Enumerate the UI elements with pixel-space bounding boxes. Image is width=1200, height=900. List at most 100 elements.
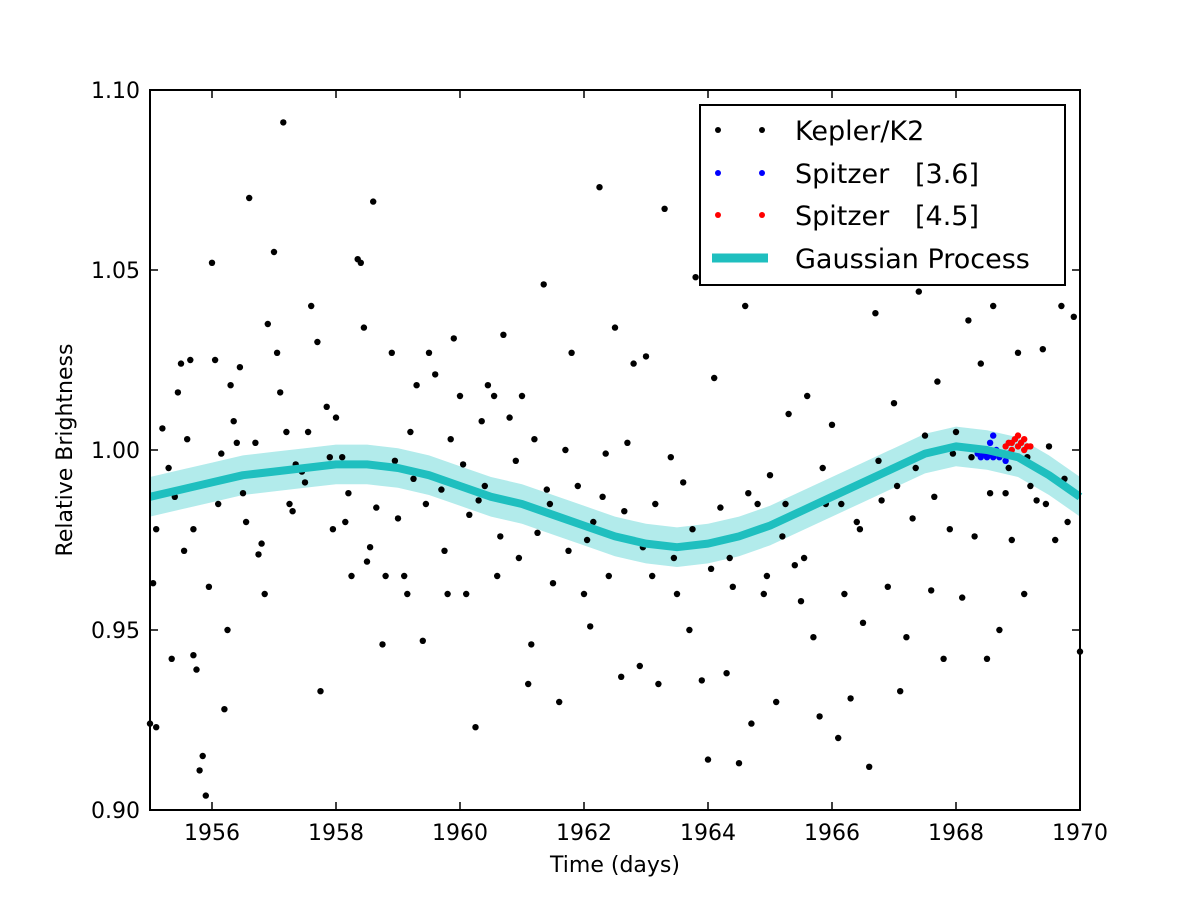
y-tick-label: 0.90 [91, 799, 140, 824]
kepler-point [165, 464, 172, 472]
kepler-point [202, 792, 209, 799]
kepler-point [670, 554, 678, 562]
kepler-point [1027, 482, 1034, 490]
gp-line-layer [149, 442, 1083, 552]
legend-marker-kepler-a [715, 127, 721, 133]
kepler-point [528, 641, 535, 648]
kepler-point [841, 590, 848, 598]
kepler-point [748, 720, 755, 727]
kepler-point [618, 673, 625, 680]
kepler-point [444, 590, 451, 598]
kepler-point [401, 572, 408, 580]
y-tick-label: 1.10 [91, 79, 140, 104]
kepler-point [965, 317, 972, 324]
x-axis-label: Time (days) [549, 853, 680, 878]
gp-band-layer [150, 426, 1080, 567]
kepler-point [394, 515, 402, 522]
kepler-point [481, 482, 488, 490]
kepler-point [438, 486, 445, 493]
kepler-point [410, 475, 417, 482]
x-tick-label: 1966 [804, 821, 860, 846]
kepler-point [859, 619, 867, 626]
kepler-point [450, 335, 457, 342]
kepler-point [531, 436, 538, 443]
kepler-point [800, 554, 808, 562]
kepler-point [878, 497, 885, 504]
kepler-point [590, 518, 597, 526]
kepler-point [261, 590, 268, 598]
kepler-point [742, 302, 749, 310]
legend-marker-kepler-b [759, 127, 765, 133]
kepler-point [1045, 443, 1053, 450]
kepler-point [717, 504, 724, 511]
kepler-point [283, 428, 290, 436]
kepler-point [556, 698, 563, 706]
kepler-point [959, 594, 966, 601]
kepler-point [562, 446, 569, 454]
kepler-point [370, 198, 377, 205]
kepler-point [153, 724, 160, 731]
kepler-point [168, 655, 175, 662]
x-tick-label: 1970 [1052, 821, 1108, 846]
kepler-point [289, 508, 296, 515]
kepler-point [149, 580, 157, 587]
kepler-point [835, 734, 842, 742]
kepler-point [909, 515, 916, 522]
kepler-point [304, 428, 312, 436]
kepler-point [580, 590, 588, 598]
kepler-point [680, 479, 687, 486]
kepler-point [1070, 313, 1078, 320]
kepler-point [221, 706, 228, 713]
kepler-point [239, 490, 247, 497]
kepler-point [205, 583, 213, 590]
kepler-point [931, 493, 938, 500]
y-tick-label: 1.05 [91, 259, 140, 284]
kepler-point [1020, 590, 1028, 598]
kepler-point [707, 565, 715, 572]
kepler-point [804, 392, 811, 400]
kepler-point [611, 324, 619, 331]
kepler-point [791, 562, 798, 569]
kepler-point [630, 360, 637, 367]
kepler-point [242, 518, 250, 526]
kepler-point [602, 450, 609, 457]
kepler-point [388, 349, 395, 356]
kepler-point [342, 518, 349, 526]
kepler-point [286, 500, 293, 508]
kepler-point [345, 490, 352, 497]
legend-marker-spitzer36-a [715, 170, 721, 176]
kepler-point [698, 677, 705, 684]
kepler-point [704, 756, 712, 763]
legend-label-kepler: Kepler/K2 [795, 116, 924, 147]
kepler-point [301, 479, 309, 486]
legend-marker-spitzer45-b [759, 212, 765, 218]
kepler-point [187, 356, 194, 364]
kepler-point [949, 450, 957, 457]
kepler-point [540, 281, 547, 288]
kepler-point [1042, 500, 1050, 508]
kepler-point [506, 414, 513, 421]
kepler-point [875, 457, 882, 464]
kepler-point [912, 464, 919, 472]
legend-label-gp: Gaussian Process [795, 244, 1030, 275]
kepler-point [230, 418, 237, 425]
kepler-point [782, 500, 789, 508]
kepler-point [199, 752, 206, 760]
kepler-point [636, 662, 643, 670]
gp-confidence-band [150, 426, 1080, 567]
kepler-point [317, 688, 324, 695]
kepler-point [472, 724, 479, 731]
kepler-point [856, 526, 864, 533]
kepler-point [1039, 346, 1047, 353]
kepler-point [432, 371, 439, 378]
kepler-point [596, 184, 603, 191]
kepler-point [512, 457, 519, 464]
kepler-point [990, 302, 997, 310]
x-tick-label: 1958 [308, 821, 364, 846]
kepler-point [1008, 536, 1015, 544]
kepler-point [379, 641, 386, 648]
spitzer36-point [990, 432, 997, 439]
legend: Kepler/K2 Spitzer [3.6] Spitzer [4.5] Ga… [699, 104, 1066, 286]
spitzer45-point [1020, 436, 1028, 443]
kepler-point [413, 382, 420, 389]
